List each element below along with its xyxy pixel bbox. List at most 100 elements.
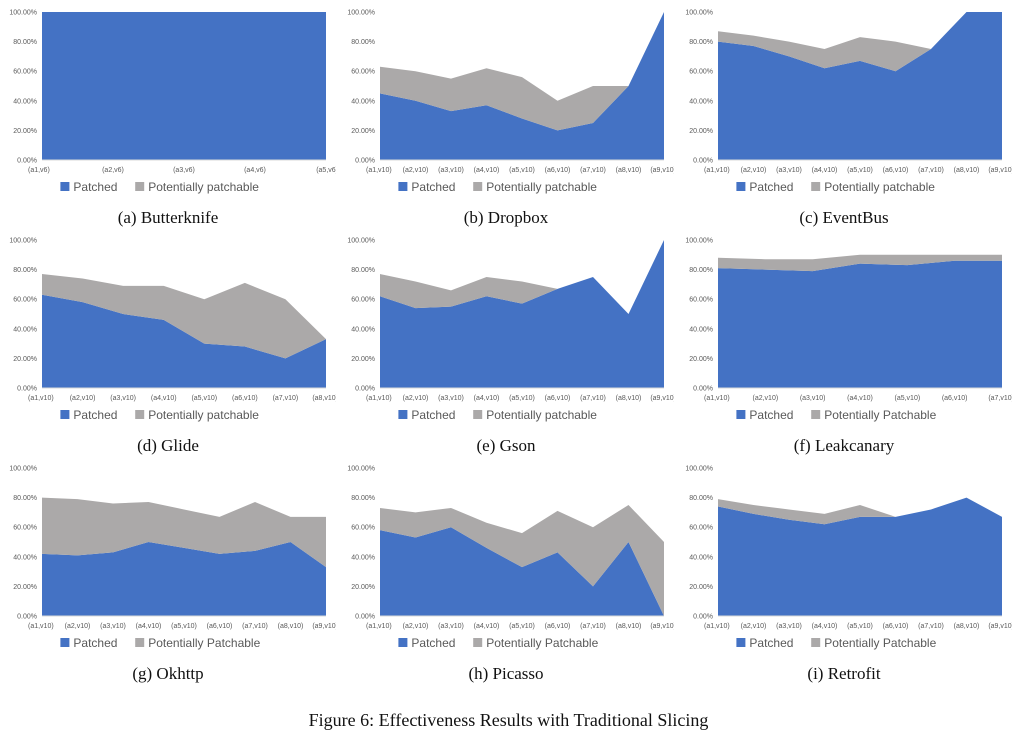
legend-swatch — [135, 410, 145, 419]
y-tick-label: 40.00% — [689, 554, 713, 561]
series-area-potential — [42, 497, 326, 568]
y-tick-label: 60.00% — [13, 297, 37, 304]
y-tick-label: 40.00% — [689, 326, 713, 333]
x-tick-label: (a7,v10) — [988, 395, 1012, 402]
area-chart: 0.00% 20.00% 40.00% 60.00% 80.00% 100.00% (a1,… — [9, 466, 336, 651]
subfigure-caption: (c) EventBus — [799, 208, 889, 227]
y-tick-label: 0.00% — [355, 386, 375, 393]
y-tick-label: 20.00% — [351, 584, 375, 591]
area-chart: 0.00% 20.00% 40.00% 60.00% 80.00% 100.00% (a1,… — [685, 466, 1012, 651]
x-tick-label: (a8,v10) — [616, 167, 642, 174]
y-tick-label: 60.00% — [351, 525, 375, 532]
legend-swatch — [736, 410, 746, 419]
y-tick-label: 0.00% — [693, 386, 713, 393]
legend-label: Potentially Patchable — [824, 636, 936, 650]
x-tick-label: (a3,v10) — [100, 623, 126, 630]
x-tick-label: (a9,v10) — [650, 623, 674, 630]
x-tick-label: (a2,v6) — [102, 167, 124, 174]
legend-swatch — [473, 182, 483, 191]
series-area-patched — [380, 240, 664, 388]
legend-label: Patched — [411, 636, 455, 650]
y-tick-label: 0.00% — [17, 614, 37, 621]
legend-swatch — [398, 638, 408, 647]
area-chart: 0.00% 20.00% 40.00% 60.00% 80.00% 100.00% (a1,… — [347, 466, 674, 651]
y-tick-label: 100.00% — [9, 466, 37, 473]
subfigure-caption: (i) Retrofit — [807, 664, 881, 683]
series-area-patched — [42, 12, 326, 160]
series-area-potential — [380, 240, 664, 314]
x-tick-label: (a3,v6) — [173, 167, 195, 174]
y-tick-label: 60.00% — [351, 297, 375, 304]
x-tick-label: (a1,v10) — [704, 623, 730, 630]
y-tick-label: 100.00% — [9, 10, 37, 17]
y-tick-label: 80.00% — [689, 495, 713, 502]
series-area-patched — [42, 294, 326, 388]
x-tick-label: (a3,v10) — [110, 395, 136, 402]
x-tick-label: (a4,v10) — [474, 395, 500, 402]
x-tick-label: (a4,v10) — [474, 167, 500, 174]
x-tick-label: (a4,v10) — [812, 623, 838, 630]
y-tick-label: 20.00% — [689, 584, 713, 591]
area-chart: 0.00% 20.00% 40.00% 60.00% 80.00% 100.00% (a1,… — [347, 238, 674, 423]
y-tick-label: 100.00% — [685, 10, 713, 17]
area-chart: 0.00% 20.00% 40.00% 60.00% 80.00% 100.00% (a1,… — [9, 10, 336, 195]
chart-panel: 0.00% 20.00% 40.00% 60.00% 80.00% 100.00% (a1,… — [0, 2, 336, 228]
y-tick-label: 40.00% — [351, 326, 375, 333]
legend-swatch — [736, 638, 746, 647]
x-tick-label: (a8,v10) — [954, 167, 980, 174]
x-tick-label: (a6,v10) — [545, 167, 571, 174]
y-tick-label: 100.00% — [347, 238, 375, 245]
legend-swatch — [60, 182, 70, 191]
y-tick-label: 100.00% — [685, 466, 713, 473]
subfigure-caption: (f) Leakcanary — [793, 436, 895, 455]
chart-panel: 0.00% 20.00% 40.00% 60.00% 80.00% 100.00% (a1,… — [0, 230, 336, 456]
y-tick-label: 40.00% — [351, 554, 375, 561]
legend-swatch — [736, 182, 746, 191]
x-tick-label: (a7,v10) — [580, 395, 606, 402]
y-tick-label: 100.00% — [347, 466, 375, 473]
x-tick-label: (a4,v10) — [474, 623, 500, 630]
y-tick-label: 0.00% — [17, 158, 37, 165]
series-area-potential — [380, 505, 664, 616]
area-chart: 0.00% 20.00% 40.00% 60.00% 80.00% 100.00% (a1,… — [9, 238, 336, 423]
legend-label: Potentially patchable — [824, 180, 935, 194]
x-tick-label: (a1,v10) — [704, 167, 730, 174]
x-tick-label: (a7,v10) — [918, 167, 944, 174]
legend-swatch — [135, 638, 145, 647]
y-tick-label: 80.00% — [13, 495, 37, 502]
y-tick-label: 20.00% — [13, 356, 37, 363]
x-tick-label: (a1,v10) — [28, 623, 54, 630]
legend-label: Potentially patchable — [148, 180, 259, 194]
x-tick-label: (a3,v10) — [438, 623, 464, 630]
x-tick-label: (a3,v10) — [438, 167, 464, 174]
y-tick-label: 0.00% — [355, 614, 375, 621]
x-tick-label: (a4,v10) — [847, 395, 873, 402]
x-tick-label: (a8,v10) — [954, 623, 980, 630]
y-tick-label: 0.00% — [355, 158, 375, 165]
x-tick-label: (a9,v10) — [988, 167, 1012, 174]
chart-panel: 0.00% 20.00% 40.00% 60.00% 80.00% 100.00% (a1,… — [338, 230, 674, 456]
series-area-patched — [380, 527, 664, 616]
x-tick-label: (a6,v10) — [207, 623, 233, 630]
x-tick-label: (a4,v10) — [812, 167, 838, 174]
y-tick-label: 80.00% — [351, 495, 375, 502]
x-tick-label: (a2,v10) — [403, 395, 429, 402]
x-tick-label: (a1,v10) — [366, 395, 392, 402]
series-area-patched — [718, 12, 1002, 160]
x-tick-label: (a4,v10) — [136, 623, 162, 630]
x-tick-label: (a9,v10) — [312, 623, 336, 630]
x-tick-label: (a2,v10) — [65, 623, 91, 630]
x-tick-label: (a1,v10) — [366, 623, 392, 630]
x-tick-label: (a9,v10) — [988, 623, 1012, 630]
x-tick-label: (a6,v10) — [232, 395, 258, 402]
x-tick-label: (a1,v10) — [704, 395, 730, 402]
y-tick-label: 40.00% — [689, 98, 713, 105]
x-tick-label: (a2,v10) — [741, 623, 767, 630]
y-tick-label: 40.00% — [13, 98, 37, 105]
legend-swatch — [398, 182, 408, 191]
x-tick-label: (a5,v10) — [171, 623, 197, 630]
legend-label: Patched — [73, 180, 117, 194]
legend-label: Potentially Patchable — [486, 636, 598, 650]
y-tick-label: 40.00% — [13, 554, 37, 561]
x-tick-label: (a1,v6) — [28, 167, 50, 174]
